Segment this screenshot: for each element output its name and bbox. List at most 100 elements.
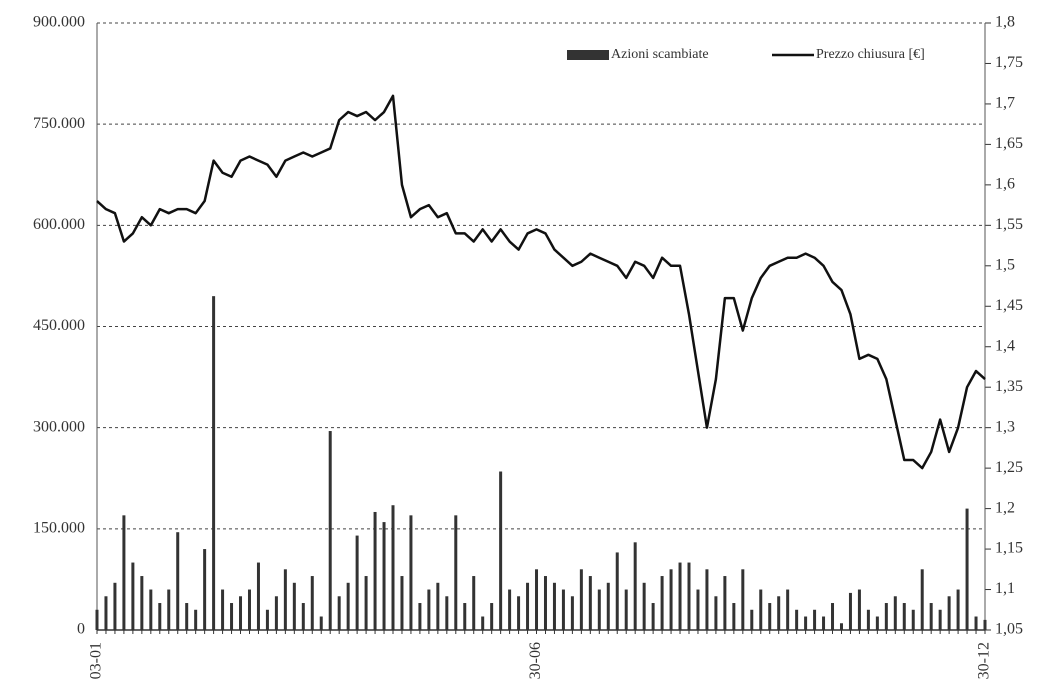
bar bbox=[965, 508, 969, 630]
bar bbox=[239, 596, 243, 630]
bar bbox=[122, 515, 126, 630]
bar bbox=[409, 515, 413, 630]
bar bbox=[615, 552, 619, 630]
bar bbox=[777, 596, 781, 630]
bar bbox=[364, 576, 368, 630]
bar bbox=[831, 603, 835, 630]
y2-tick-label: 1,5 bbox=[995, 256, 1015, 273]
bar bbox=[741, 569, 745, 630]
bar bbox=[499, 471, 503, 630]
y2-tick-label: 1,3 bbox=[995, 418, 1015, 435]
bar bbox=[696, 589, 700, 630]
bar bbox=[274, 596, 278, 630]
bar bbox=[606, 582, 610, 630]
y2-tick-label: 1,55 bbox=[995, 216, 1023, 233]
bar bbox=[723, 576, 727, 630]
bar bbox=[481, 616, 485, 630]
x-tick-label: 30-06 bbox=[527, 642, 544, 679]
y2-tick-label: 1,45 bbox=[995, 297, 1023, 314]
y-tick-label: 900.000 bbox=[33, 14, 85, 31]
bar bbox=[400, 576, 404, 630]
bar bbox=[822, 616, 826, 630]
y2-tick-label: 1,2 bbox=[995, 499, 1015, 516]
bar bbox=[642, 582, 646, 630]
bar bbox=[140, 576, 144, 630]
bar bbox=[328, 431, 332, 630]
y2-tick-label: 1,4 bbox=[995, 337, 1015, 354]
bar bbox=[669, 569, 673, 630]
y-tick-label: 300.000 bbox=[33, 418, 85, 435]
y-tick-label: 450.000 bbox=[33, 317, 85, 334]
bar bbox=[804, 616, 808, 630]
bar bbox=[795, 609, 799, 630]
bar bbox=[588, 576, 592, 630]
bar bbox=[283, 569, 287, 630]
bar bbox=[705, 569, 709, 630]
bar bbox=[938, 609, 942, 630]
bar bbox=[194, 609, 198, 630]
bar bbox=[310, 576, 314, 630]
bar bbox=[382, 522, 386, 630]
y2-tick-label: 1,65 bbox=[995, 135, 1023, 152]
bar bbox=[185, 603, 189, 630]
bar bbox=[176, 532, 180, 630]
bar bbox=[95, 609, 99, 630]
bar bbox=[212, 296, 216, 630]
y2-tick-label: 1,1 bbox=[995, 580, 1015, 597]
y-tick-label: 0 bbox=[77, 621, 85, 638]
bar bbox=[902, 603, 906, 630]
bar bbox=[346, 582, 350, 630]
bar bbox=[149, 589, 153, 630]
bar bbox=[131, 562, 135, 630]
bar bbox=[337, 596, 341, 630]
bar bbox=[561, 589, 565, 630]
bar bbox=[786, 589, 790, 630]
bar bbox=[436, 582, 440, 630]
bar bbox=[552, 582, 556, 630]
legend-label: Prezzo chiusura [€] bbox=[816, 47, 925, 62]
bar bbox=[893, 596, 897, 630]
bar bbox=[490, 603, 494, 630]
bar bbox=[292, 582, 296, 630]
bar bbox=[920, 569, 924, 630]
bar bbox=[813, 609, 817, 630]
bar bbox=[732, 603, 736, 630]
bar bbox=[579, 569, 583, 630]
bar bbox=[570, 596, 574, 630]
bar bbox=[759, 589, 763, 630]
price-line bbox=[96, 94, 986, 470]
bar bbox=[651, 603, 655, 630]
bar bbox=[445, 596, 449, 630]
bar bbox=[373, 511, 377, 630]
bar bbox=[875, 616, 879, 630]
bar bbox=[983, 619, 987, 630]
bar bbox=[687, 562, 691, 630]
bar bbox=[230, 603, 234, 630]
y-tick-label: 750.000 bbox=[33, 115, 85, 132]
y2-tick-label: 1,7 bbox=[995, 95, 1015, 112]
bar bbox=[463, 603, 467, 630]
bar bbox=[391, 505, 395, 630]
bar bbox=[678, 562, 682, 630]
bar bbox=[839, 623, 843, 630]
bar bbox=[265, 609, 269, 630]
y-tick-label: 150.000 bbox=[33, 520, 85, 537]
x-tick-label: 30-12 bbox=[976, 642, 993, 679]
bar bbox=[543, 576, 547, 630]
y2-tick-label: 1,6 bbox=[995, 176, 1015, 193]
bar bbox=[535, 569, 539, 630]
bar bbox=[256, 562, 260, 630]
y2-tick-label: 1,75 bbox=[995, 54, 1023, 71]
bar bbox=[884, 603, 888, 630]
y2-tick-label: 1,8 bbox=[995, 14, 1015, 31]
y2-tick-label: 1,15 bbox=[995, 540, 1023, 557]
bar bbox=[947, 596, 951, 630]
bar bbox=[517, 596, 521, 630]
bar bbox=[418, 603, 422, 630]
bar bbox=[508, 589, 512, 630]
bar bbox=[113, 582, 117, 630]
bar bbox=[167, 589, 171, 630]
bar bbox=[472, 576, 476, 630]
bar bbox=[319, 616, 323, 630]
